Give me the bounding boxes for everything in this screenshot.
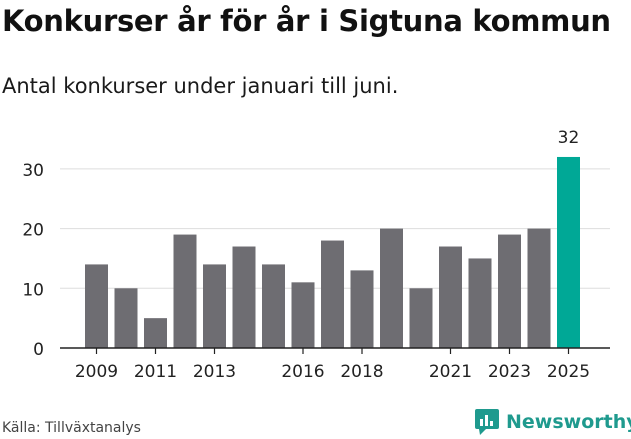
bar-2015	[262, 264, 285, 348]
bar-2016	[291, 282, 315, 348]
bar-2010	[114, 288, 138, 348]
y-tick-label: 10	[22, 280, 44, 300]
chart-title: Konkurser år för år i Sigtuna kommun	[2, 4, 611, 38]
x-tick-label: 2009	[75, 362, 118, 382]
bar-2009	[85, 264, 108, 348]
bar-2022	[468, 258, 492, 348]
x-tick-label: 2013	[193, 362, 236, 382]
bar-2024	[527, 228, 551, 348]
x-tick-label: 2023	[488, 362, 531, 382]
y-tick-label: 20	[22, 221, 44, 241]
bar-2017	[321, 240, 344, 348]
bar-2023	[498, 234, 521, 348]
bar-2019	[380, 228, 403, 348]
bar-2012	[173, 234, 197, 348]
bar-2014	[232, 246, 256, 348]
bar-2025	[557, 156, 580, 348]
x-tick-label: 2018	[340, 362, 383, 382]
bar-2013	[203, 264, 226, 348]
bar-2021	[439, 246, 462, 348]
chart-subtitle: Antal konkurser under januari till juni.	[2, 74, 399, 98]
bar-2020	[409, 288, 433, 348]
x-tick-label: 2025	[547, 362, 590, 382]
brand-name: Newsworthy	[506, 411, 631, 433]
x-tick-label: 2011	[134, 362, 177, 382]
data-label: 32	[558, 128, 580, 148]
brand-logo: Newsworthy	[474, 405, 631, 439]
source-note: Källa: Tillväxtanalys	[2, 420, 141, 436]
bar-2018	[350, 270, 374, 348]
x-tick-label: 2021	[429, 362, 472, 382]
x-tick-label: 2016	[281, 362, 324, 382]
bar-2011	[144, 318, 167, 348]
bar-chart: 0 10 20 30 2009 2011 2013 2016 2018 2021 2023 2025 3…	[22, 128, 610, 382]
bar-chart-icon	[475, 409, 499, 435]
y-tick-label: 0	[33, 340, 44, 360]
y-tick-label: 30	[22, 161, 44, 181]
